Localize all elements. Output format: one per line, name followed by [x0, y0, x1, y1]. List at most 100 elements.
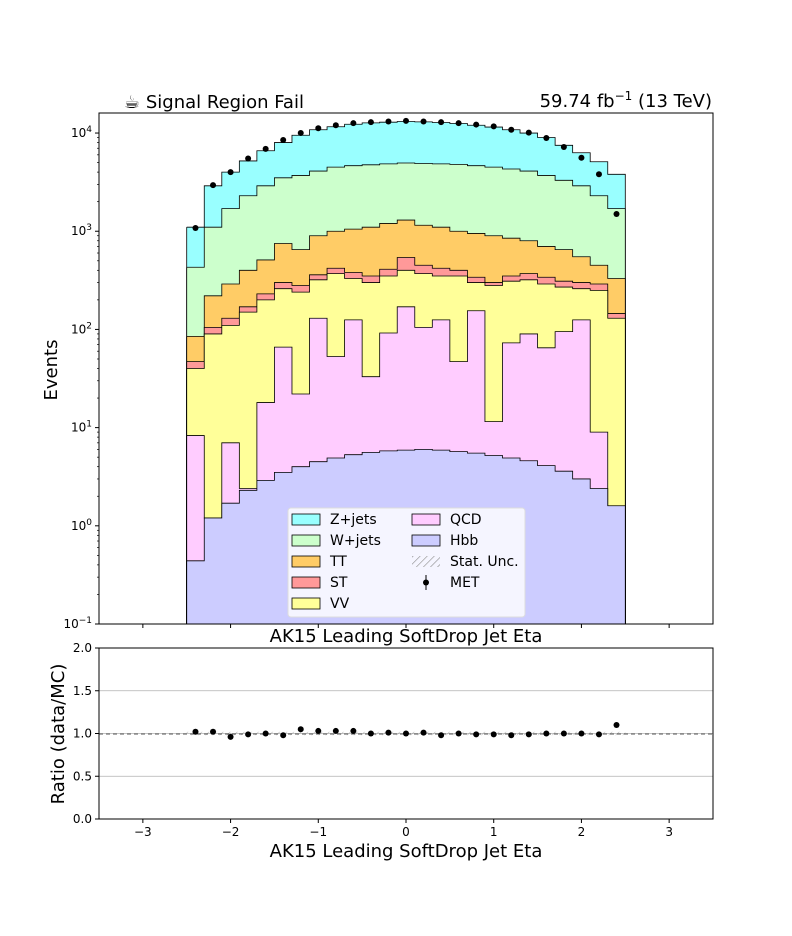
ratio-point [455, 730, 462, 737]
data-point [210, 182, 217, 189]
ratio-point [595, 731, 602, 738]
data-point [595, 171, 602, 178]
y-tick-label: 100 [71, 518, 92, 533]
legend-entry-tt: TT [291, 554, 347, 570]
legend-swatch [291, 555, 321, 568]
ratio-point [245, 731, 252, 738]
stack-outline-Hbb [186, 449, 626, 624]
lumi-suffix: (13 TeV) [632, 91, 712, 112]
legend-label: TT [329, 554, 347, 570]
ratio-x-tick-label: −1 [309, 825, 327, 839]
ratio-y-tick-label: 1.0 [73, 727, 92, 741]
lumi-value: 59.74 fb [540, 91, 615, 112]
ratio-x-axis-label: AK15 Leading SoftDrop Jet Eta [270, 841, 543, 862]
legend-entry-met: MET [423, 575, 480, 591]
data-point [473, 121, 480, 128]
lumi-label: 59.74 fb−1 (13 TeV) [540, 89, 712, 112]
ratio-x-tick-label: 3 [665, 825, 673, 839]
data-point [367, 119, 374, 126]
ratio-point [613, 721, 620, 728]
ratio-y-tick-label: 0.0 [73, 812, 92, 826]
legend-swatch [291, 576, 321, 589]
legend-box [287, 507, 526, 618]
ratio-y-tick-label: 0.5 [73, 769, 92, 783]
ratio-point [473, 731, 480, 738]
data-point [578, 154, 585, 161]
data-point [332, 122, 339, 129]
ratio-point [525, 731, 532, 738]
ratio-point [367, 730, 374, 737]
legend-entry-stat-unc-: Stat. Unc. [412, 554, 519, 570]
ratio-y-axis-label: Ratio (data/MC) [48, 664, 69, 805]
main-x-axis-label: AK15 Leading SoftDrop Jet Eta [270, 626, 543, 647]
legend-label: MET [450, 575, 480, 591]
data-point [490, 123, 497, 130]
main-x-ticks [142, 624, 670, 628]
data-point [420, 118, 427, 125]
lumi-exponent: −1 [615, 89, 633, 103]
legend-entry-vv: VV [291, 596, 350, 612]
main-panel: 10−1 100 101 102 103 104 ☕ Signal Region Fail… [41, 89, 714, 647]
ratio-panel: 0.0 0.5 1.0 1.5 2.0 −3 −2 −1 0 1 2 3 Ratio (data/M… [48, 641, 714, 862]
ratio-point [332, 727, 339, 734]
legend-entry-w-jets: W+jets [291, 533, 381, 549]
legend-swatch [291, 534, 321, 547]
ratio-point [210, 728, 217, 735]
legend-entry-z-jets: Z+jets [291, 512, 377, 528]
main-frame [98, 112, 714, 625]
y-tick-label: 10−1 [63, 616, 92, 631]
data-point [438, 119, 445, 126]
y-tick-label: 101 [71, 420, 92, 435]
legend-entry-qcd: QCD [411, 512, 482, 528]
legend-swatch [411, 513, 441, 526]
legend-label: ST [330, 575, 348, 591]
legend: Z+jets QCD W+jets Hbb TT Stat. Unc. ST MET VV [287, 507, 526, 618]
data-point [192, 224, 199, 231]
data-point [280, 136, 287, 143]
y-tick-label: 103 [71, 223, 92, 238]
ratio-y-tick-label: 2.0 [73, 641, 92, 655]
legend-label: W+jets [330, 533, 381, 549]
legend-entry-st: ST [291, 575, 348, 591]
ratio-point [543, 730, 550, 737]
ratio-point [560, 730, 567, 737]
ratio-x-tick-label: 0 [402, 825, 410, 839]
ratio-point [508, 732, 515, 739]
y-tick-label: 102 [71, 321, 92, 336]
data-point [227, 169, 234, 176]
data-point [560, 144, 567, 151]
ratio-points [192, 721, 620, 740]
data-point [613, 210, 620, 217]
data-point [543, 135, 550, 142]
ratio-point [297, 726, 304, 733]
data-point [455, 120, 462, 127]
ratio-y-tick-label: 1.5 [73, 684, 92, 698]
data-point [385, 118, 392, 125]
data-point [508, 126, 515, 133]
ratio-y-ticks: 0.0 0.5 1.0 1.5 2.0 [73, 641, 99, 826]
legend-label: Stat. Unc. [450, 554, 519, 570]
legend-entry-hbb: Hbb [411, 533, 478, 549]
ratio-point [438, 732, 445, 739]
ratio-frame [98, 647, 714, 820]
ratio-x-ticks: −3 −2 −1 0 1 2 3 [134, 819, 673, 839]
data-point [525, 129, 532, 136]
ratio-point [385, 729, 392, 736]
ratio-point [420, 729, 427, 736]
legend-marker [423, 579, 429, 586]
legend-label: QCD [450, 512, 482, 528]
y-tick-label: 104 [71, 125, 92, 140]
legend-swatch [411, 534, 441, 547]
data-point [245, 155, 252, 162]
legend-hatch-swatch [412, 556, 440, 567]
data-point [350, 120, 357, 127]
data-points [192, 117, 620, 231]
legend-swatch [291, 513, 321, 526]
legend-swatch [291, 597, 321, 610]
data-point [403, 117, 409, 124]
ratio-x-tick-label: 1 [490, 825, 498, 839]
ratio-point [315, 727, 322, 734]
ratio-x-tick-label: 2 [578, 825, 586, 839]
chart-title: ☕ Signal Region Fail [124, 92, 304, 113]
